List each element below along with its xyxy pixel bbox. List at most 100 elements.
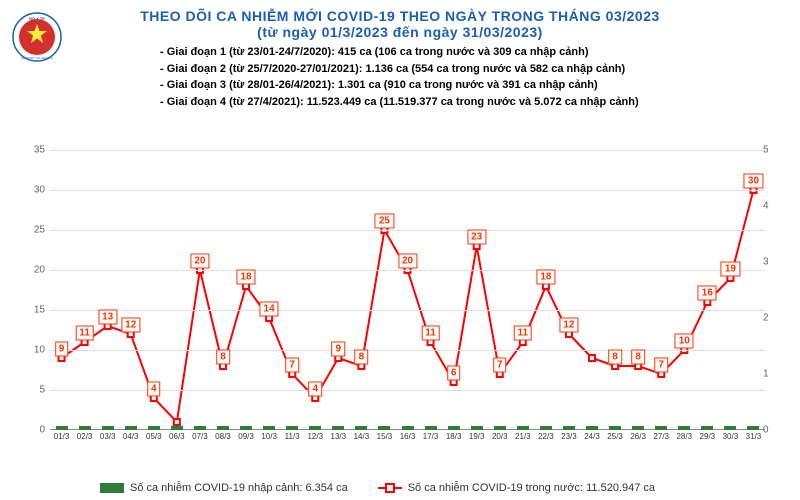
bar <box>56 426 68 430</box>
bar <box>471 426 483 430</box>
data-label: 30 <box>744 174 763 189</box>
x-tick: 21/3 <box>515 432 531 441</box>
data-line <box>62 190 754 422</box>
x-tick: 11/3 <box>285 432 300 441</box>
data-label: 8 <box>355 350 369 365</box>
legend-bar-swatch <box>100 483 124 493</box>
svg-text:MINISTRY OF HEALTH: MINISTRY OF HEALTH <box>21 56 53 60</box>
title-block: THEO DÕI CA NHIỄM MỚI COVID-19 THEO NGÀY… <box>10 8 790 110</box>
bar <box>194 426 206 430</box>
x-tick: 30/3 <box>723 432 739 441</box>
bar <box>747 426 759 430</box>
data-label: 7 <box>285 358 299 373</box>
bar <box>79 426 91 430</box>
data-label: 10 <box>675 334 694 349</box>
x-tick: 04/3 <box>123 432 139 441</box>
bar <box>240 426 252 430</box>
legend: Số ca nhiễm COVID-19 nhập cảnh: 6.354 ca… <box>100 482 655 494</box>
x-tick: 31/3 <box>746 432 762 441</box>
x-tick: 07/3 <box>192 432 208 441</box>
chart-container: BỘ Y TẾ MINISTRY OF HEALTH THEO DÕI CA N… <box>0 0 800 500</box>
period-3: - Giai đoạn 3 (từ 28/01-26/4/2021): 1.30… <box>160 77 640 94</box>
bar <box>102 426 114 430</box>
data-label: 6 <box>447 366 461 381</box>
data-label: 13 <box>98 310 117 325</box>
bar <box>655 426 667 430</box>
x-tick: 02/3 <box>77 432 93 441</box>
x-tick: 26/3 <box>630 432 646 441</box>
x-tick: 05/3 <box>146 432 162 441</box>
legend-line: Số ca nhiễm COVID-19 trong nước: 11.520.… <box>378 482 655 494</box>
bar <box>286 426 298 430</box>
bar <box>701 426 713 430</box>
data-label: 20 <box>398 254 417 269</box>
x-tick: 19/3 <box>469 432 485 441</box>
y-axis-left: 05101520253035 <box>20 150 45 430</box>
data-label: 18 <box>236 270 255 285</box>
bar <box>632 426 644 430</box>
x-tick: 08/3 <box>215 432 231 441</box>
data-label: 4 <box>308 382 322 397</box>
x-tick: 25/3 <box>607 432 623 441</box>
bar <box>263 426 275 430</box>
data-label: 8 <box>631 350 645 365</box>
x-tick: 23/3 <box>561 432 577 441</box>
legend-line-label: Số ca nhiễm COVID-19 trong nước: 11.520.… <box>408 482 655 494</box>
bar <box>609 426 621 430</box>
bar <box>540 426 552 430</box>
data-label: 23 <box>467 230 486 245</box>
bar <box>355 426 367 430</box>
x-tick: 13/3 <box>331 432 347 441</box>
x-tick: 03/3 <box>100 432 116 441</box>
bar <box>332 426 344 430</box>
x-tick: 14/3 <box>354 432 370 441</box>
legend-line-swatch <box>378 487 402 489</box>
x-tick: 15/3 <box>377 432 393 441</box>
bar <box>448 426 460 430</box>
bar <box>724 426 736 430</box>
data-label: 19 <box>721 262 740 277</box>
x-axis-labels: 01/3 02/3 03/3 04/3 05/3 06/3 07/3 08/3 09/3 10/3… <box>50 432 765 452</box>
data-label: 11 <box>75 326 94 341</box>
bar <box>148 426 160 430</box>
svg-text:BỘ Y TẾ: BỘ Y TẾ <box>29 16 45 21</box>
data-label: 9 <box>332 342 346 357</box>
x-tick: 06/3 <box>169 432 185 441</box>
legend-bar: Số ca nhiễm COVID-19 nhập cảnh: 6.354 ca <box>100 482 348 494</box>
bar <box>678 426 690 430</box>
x-tick: 28/3 <box>676 432 692 441</box>
x-tick: 22/3 <box>538 432 554 441</box>
data-marker <box>589 355 595 361</box>
bar <box>309 426 321 430</box>
data-label: 8 <box>608 350 622 365</box>
data-marker <box>174 419 180 425</box>
x-tick: 17/3 <box>423 432 439 441</box>
bar <box>378 426 390 430</box>
x-tick: 10/3 <box>261 432 277 441</box>
data-label: 12 <box>121 318 140 333</box>
x-tick: 12/3 <box>307 432 323 441</box>
legend-bar-label: Số ca nhiễm COVID-19 nhập cảnh: 6.354 ca <box>130 482 348 494</box>
data-label: 12 <box>559 318 578 333</box>
title-line-1: THEO DÕI CA NHIỄM MỚI COVID-19 THEO NGÀY… <box>10 8 790 24</box>
bar <box>517 426 529 430</box>
bar <box>217 426 229 430</box>
data-label: 20 <box>190 254 209 269</box>
plot-area: 9111312420818147498252011623711181288710… <box>50 150 765 430</box>
period-4: - Giai đoạn 4 (từ 27/4/2021): 11.523.449… <box>160 94 640 111</box>
data-label: 25 <box>375 214 394 229</box>
period-2: - Giai đoạn 2 (từ 25/7/2020-27/01/2021):… <box>160 61 640 78</box>
bar <box>402 426 414 430</box>
data-label: 11 <box>514 326 533 341</box>
bar <box>494 426 506 430</box>
bar <box>586 426 598 430</box>
data-label: 7 <box>654 358 668 373</box>
x-tick: 09/3 <box>238 432 254 441</box>
data-label: 8 <box>216 350 230 365</box>
x-tick: 01/3 <box>54 432 70 441</box>
period-1: - Giai đoạn 1 (từ 23/01-24/7/2020): 415 … <box>160 44 640 61</box>
data-label: 11 <box>421 326 440 341</box>
bar <box>563 426 575 430</box>
data-label: 16 <box>698 286 717 301</box>
y-axis-right: 012345 <box>763 150 788 430</box>
